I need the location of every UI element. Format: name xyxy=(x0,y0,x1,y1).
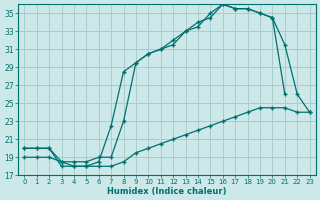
X-axis label: Humidex (Indice chaleur): Humidex (Indice chaleur) xyxy=(107,187,227,196)
